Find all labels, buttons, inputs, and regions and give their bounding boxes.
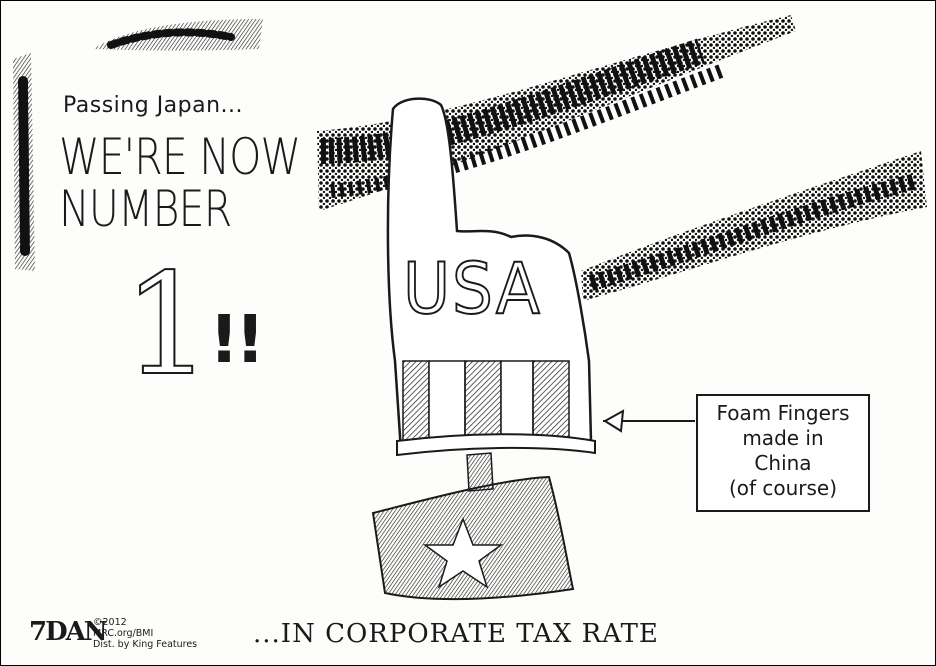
note-box (696, 394, 870, 512)
fireworks-streak-icon (581, 151, 927, 301)
subtitle-text: Passing Japan... (63, 93, 244, 118)
arrow-icon (603, 409, 695, 433)
fireworks-streak-icon (13, 53, 35, 271)
caption-text: ...IN CORPORATE TAX RATE (253, 619, 659, 649)
credit-line: Dist. by King Features (93, 639, 198, 650)
fireworks-streak-icon (93, 19, 263, 51)
credit-line: ©2012 (93, 617, 127, 628)
exclamation-marks: !! (209, 301, 265, 378)
credit-line: MRC.org/BMI (93, 628, 154, 639)
note-line: (of course) (728, 476, 838, 500)
artist-signature: 7DAN (29, 617, 108, 647)
note-line: Foam Fingers (716, 401, 850, 425)
note-line: China (754, 451, 812, 475)
foam-finger-text: USA (402, 248, 542, 330)
foam-finger-icon (386, 97, 596, 492)
note-line: made in (742, 426, 824, 450)
note-text: Foam Fingers made in China (of course) (699, 401, 867, 501)
headline-line-2: NUMBER (59, 180, 232, 238)
headline-line-1: WE'RE NOW (59, 128, 301, 186)
big-number: 1 (122, 244, 213, 407)
headline: WE'RE NOW NUMBER (59, 128, 301, 238)
copyright-credit: ©2012 MRC.org/BMI Dist. by King Features (93, 617, 197, 650)
flag-star-icon (371, 475, 575, 601)
